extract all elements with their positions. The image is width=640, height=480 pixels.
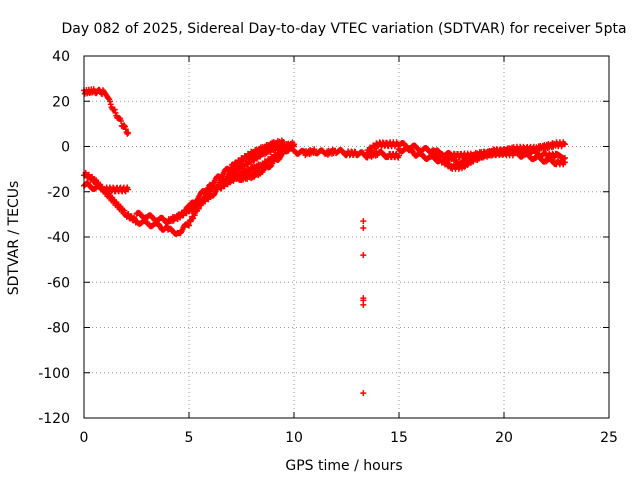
chart-title: Day 082 of 2025, Sidereal Day-to-day VTE… (61, 21, 626, 37)
x-tick-label: 10 (285, 430, 303, 446)
y-tick-label: -100 (38, 366, 70, 382)
data-point (125, 129, 132, 136)
data-point (191, 212, 198, 219)
x-tick-label: 15 (390, 430, 408, 446)
data-point (131, 214, 138, 221)
data-point (190, 215, 197, 222)
data-point (125, 186, 132, 193)
data-point (280, 138, 287, 145)
y-tick-label: -40 (47, 230, 70, 246)
data-point (360, 390, 367, 397)
data-point (233, 161, 240, 168)
grid-lines (84, 56, 609, 418)
data-point (360, 252, 367, 259)
data-point (186, 222, 192, 229)
x-tick-labels: 0 5 10 15 20 25 (80, 430, 618, 446)
data-point (360, 224, 367, 231)
y-tick-label: -80 (47, 321, 70, 337)
data-point (109, 194, 116, 201)
data-point (93, 177, 100, 184)
data-point (111, 106, 118, 113)
x-tick-label: 20 (495, 430, 513, 446)
x-tick-label: 25 (600, 430, 618, 446)
x-tick-label: 0 (80, 430, 89, 446)
data-point (122, 126, 129, 133)
data-point (360, 218, 367, 225)
data-point (205, 196, 212, 203)
y-tick-labels: -120 -100 -80 -60 -40 -20 0 20 40 (38, 49, 70, 427)
y-axis-label: SDTVAR / TECUs (6, 181, 22, 296)
data-point (227, 166, 234, 173)
data-point (227, 179, 234, 186)
data-point (236, 159, 243, 166)
data-point (101, 185, 108, 192)
y-tick-label: 20 (52, 94, 70, 110)
x-tick-label: 5 (185, 430, 194, 446)
data-point (105, 95, 112, 102)
y-tick-label: 40 (52, 49, 70, 65)
data-point (464, 161, 471, 168)
y-tick-label: -120 (38, 411, 70, 427)
data-point (253, 155, 260, 162)
y-tick-label: -20 (47, 185, 70, 201)
data-point (105, 190, 112, 197)
data-point (198, 200, 205, 207)
data-point (118, 118, 125, 125)
data-point (561, 159, 568, 166)
data-point (121, 207, 128, 214)
data-point (97, 181, 104, 188)
data-point (124, 130, 131, 137)
data-point (117, 203, 124, 210)
data-point (360, 301, 367, 308)
plot-frame (83, 55, 610, 419)
data-point (561, 141, 568, 148)
y-tick-label: 0 (61, 140, 70, 156)
data-point (311, 146, 318, 153)
data-point (250, 157, 257, 164)
x-axis-label: GPS time / hours (285, 458, 402, 474)
data-point (461, 163, 468, 170)
y-tick-label: -60 (47, 275, 70, 291)
data-point (106, 98, 113, 105)
data-point (121, 122, 128, 129)
data-point (396, 152, 402, 159)
